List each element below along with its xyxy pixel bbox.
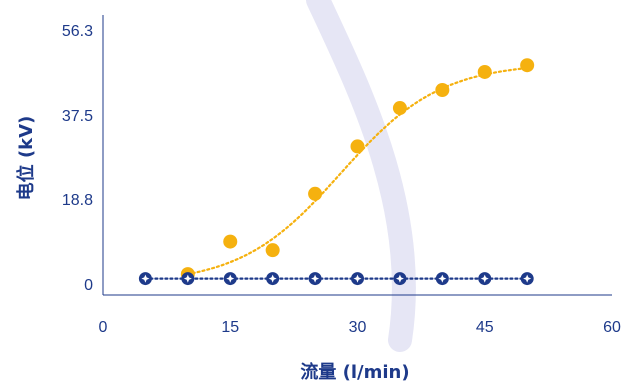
series-2-point <box>138 272 152 286</box>
series-2-point <box>223 272 237 286</box>
y-tick-labels: 0 18.8 37.5 56.3 <box>62 23 93 294</box>
series-1-point <box>308 186 323 201</box>
series-2-point <box>308 272 322 286</box>
x-tick-label: 15 <box>221 319 239 336</box>
series-lines <box>144 67 529 280</box>
series-2-point <box>181 272 195 286</box>
y-tick-label: 37.5 <box>62 108 93 125</box>
series-2-point <box>393 272 407 286</box>
series-1-point <box>223 234 238 249</box>
series-1-point <box>477 64 492 79</box>
x-tick-labels: 0 15 30 45 60 <box>99 319 621 336</box>
x-tick-label: 30 <box>349 319 367 336</box>
series-points <box>138 58 535 286</box>
series-2-point <box>435 272 449 286</box>
x-tick-label: 0 <box>99 319 108 336</box>
background-arc <box>306 0 416 352</box>
series-1-point <box>392 101 407 116</box>
series-2-point <box>266 272 280 286</box>
axes <box>102 15 612 296</box>
series-2-point <box>520 272 534 286</box>
x-tick-label: 60 <box>603 319 621 336</box>
series-1-trend-line <box>186 67 529 276</box>
series-1-point <box>265 243 280 258</box>
y-tick-label: 0 <box>84 277 93 294</box>
series-1-point <box>435 83 450 98</box>
y-axis-title: 电位 (kV) <box>15 116 37 201</box>
series-1-point <box>350 139 365 154</box>
series-2-point <box>478 272 492 286</box>
series-1-point <box>520 58 535 73</box>
x-axis-title: 流量 (l/min) <box>300 361 409 383</box>
series-2-point <box>351 272 364 286</box>
x-tick-label: 45 <box>476 319 494 336</box>
y-tick-label: 18.8 <box>62 192 93 209</box>
y-tick-label: 56.3 <box>62 23 93 40</box>
